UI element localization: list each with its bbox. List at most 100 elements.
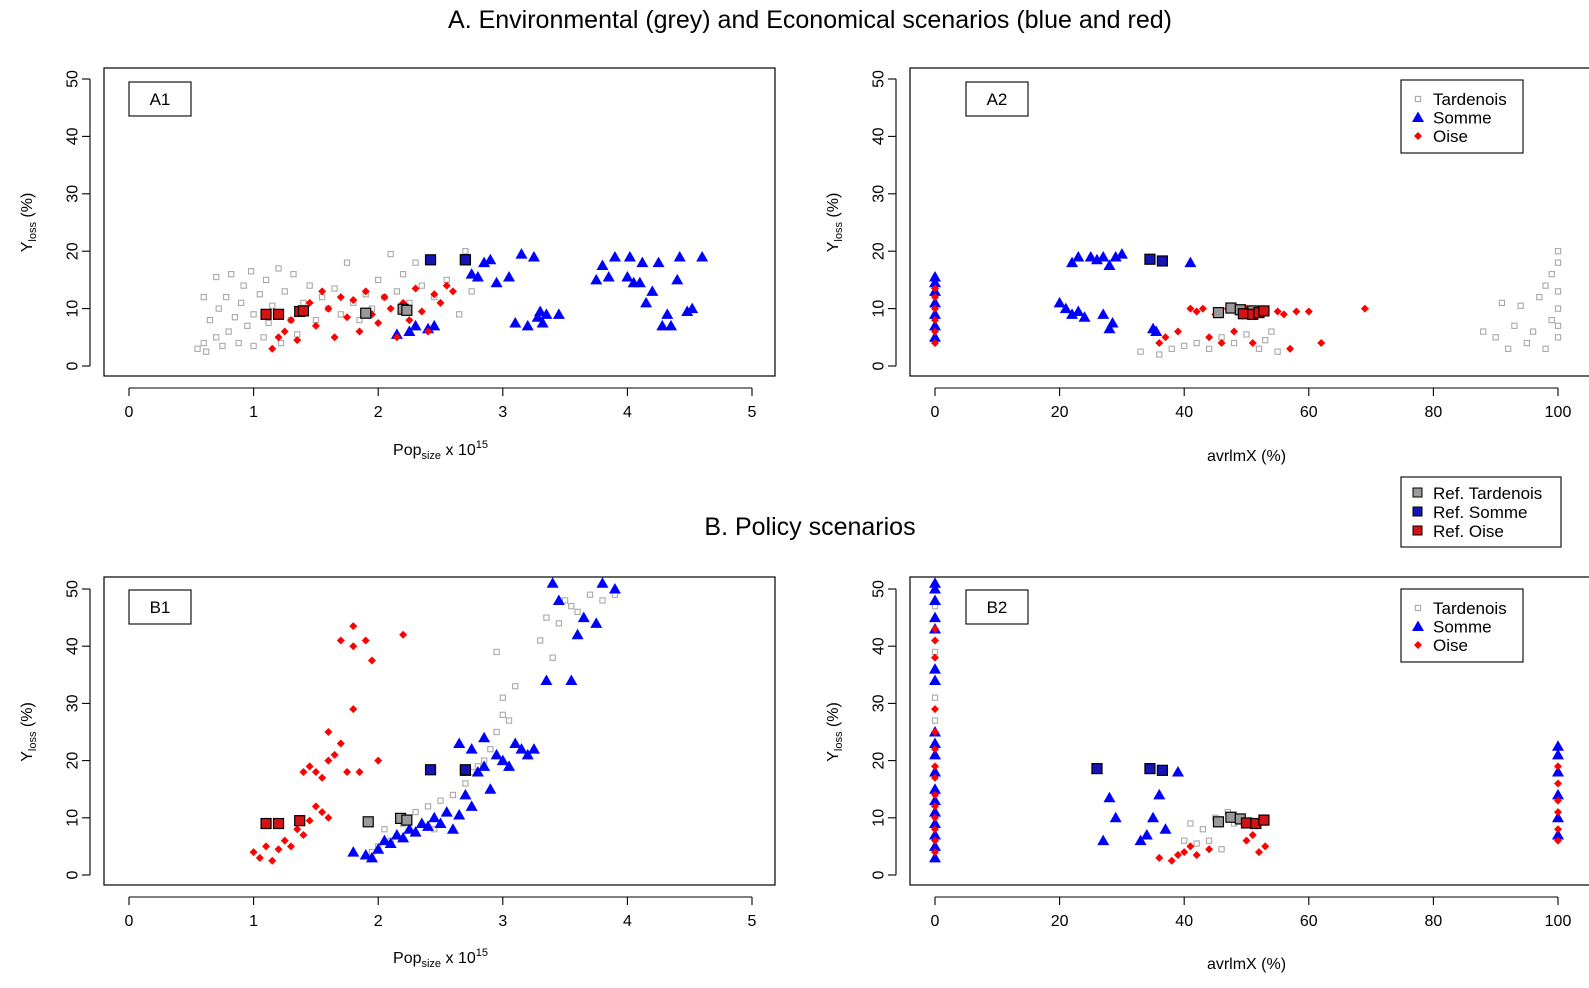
point-oise: [1180, 848, 1189, 857]
y-tick-label: 20: [65, 752, 82, 770]
point-ref-oise: [272, 308, 285, 320]
point-oise: [1360, 304, 1369, 313]
point-tardenois: [1536, 293, 1543, 301]
x-tick-label: 0: [125, 913, 134, 930]
x-tick-label: 60: [1300, 404, 1318, 421]
point-tardenois: [244, 322, 251, 329]
point-tardenois: [437, 797, 444, 804]
point-tardenois: [543, 614, 550, 621]
point-ref-oise: [1240, 817, 1253, 829]
point-tardenois: [1542, 345, 1549, 352]
x-tick-label: 80: [1425, 404, 1443, 421]
point-oise: [436, 298, 445, 307]
point-somme: [540, 308, 553, 319]
y-tick-label: 0: [871, 361, 888, 370]
point-somme: [929, 663, 941, 674]
point-tardenois: [213, 334, 220, 341]
point-somme: [534, 305, 547, 316]
point-oise: [1173, 850, 1182, 859]
point-somme: [623, 250, 636, 262]
point-somme: [531, 311, 544, 322]
point-tardenois: [412, 808, 419, 816]
point-tardenois: [418, 282, 425, 289]
point-oise: [324, 756, 333, 765]
point-oise: [1254, 848, 1263, 857]
point-oise: [931, 304, 939, 313]
point-somme: [515, 743, 528, 754]
point-tardenois: [555, 620, 563, 627]
point-oise: [448, 287, 457, 296]
point-somme: [478, 760, 491, 771]
point-tardenois: [1199, 826, 1207, 833]
y-tick-label: 10: [871, 809, 888, 827]
point-oise: [274, 845, 283, 854]
point-somme: [403, 823, 416, 834]
point-somme: [503, 271, 516, 282]
point-tardenois: [228, 271, 235, 278]
y-tick-label: 10: [65, 809, 82, 827]
point-ref-oise: [1258, 814, 1270, 826]
point-tardenois: [206, 316, 214, 324]
point-tardenois: [265, 319, 272, 327]
panel-label: B2: [987, 598, 1008, 617]
point-somme: [621, 271, 634, 282]
legend-marker: [1412, 620, 1424, 631]
point-somme: [384, 837, 397, 849]
point-somme: [503, 760, 516, 771]
point-ref-oise: [272, 817, 285, 830]
panel-label-box: [965, 81, 1029, 117]
point-tardenois: [1554, 305, 1562, 312]
point-tardenois: [200, 293, 207, 301]
legend-marker: [1414, 641, 1422, 649]
legend-marker: [1414, 604, 1422, 612]
x-tick-label: 4: [623, 913, 632, 930]
point-oise: [349, 295, 358, 304]
x-tick-label: 100: [1545, 913, 1572, 930]
point-ref-tardenois: [1225, 811, 1237, 823]
point-oise: [1248, 339, 1257, 348]
point-tardenois: [1523, 339, 1530, 347]
point-oise: [311, 321, 320, 330]
point-tardenois: [1554, 334, 1562, 341]
y-tick-label: 40: [871, 127, 888, 145]
point-oise: [286, 842, 295, 851]
point-oise: [343, 768, 352, 777]
point-tardenois: [1274, 348, 1281, 355]
x-tick-label: 3: [498, 913, 507, 930]
point-oise: [1198, 304, 1207, 313]
point-ref-somme: [424, 254, 437, 266]
data-points: [194, 248, 709, 355]
point-oise: [931, 836, 939, 845]
data-points: [929, 577, 1564, 865]
point-oise: [1217, 339, 1226, 348]
plot-frame: [103, 576, 776, 886]
point-tardenois: [505, 717, 513, 724]
point-oise: [374, 318, 383, 327]
point-oise: [1155, 853, 1164, 862]
section-a-title: A. Environmental (grey) and Economical s…: [448, 6, 1172, 34]
point-somme: [490, 748, 503, 760]
point-oise: [361, 636, 370, 645]
x-tick-label: 0: [125, 404, 134, 421]
point-oise: [324, 813, 333, 822]
point-tardenois: [1137, 348, 1144, 355]
point-somme: [1171, 766, 1184, 777]
point-tardenois: [240, 282, 247, 289]
point-oise: [405, 316, 414, 325]
legend-box: [1400, 476, 1562, 548]
point-somme: [459, 788, 472, 800]
point-tardenois: [1193, 840, 1200, 847]
point-tardenois: [194, 345, 201, 352]
point-oise: [931, 316, 939, 325]
point-oise: [1173, 327, 1182, 336]
point-tardenois: [375, 276, 382, 284]
point-ref-somme: [1156, 764, 1168, 776]
point-tardenois: [1511, 322, 1518, 329]
point-oise: [367, 656, 376, 665]
y-tick-label: 30: [65, 694, 82, 712]
point-tardenois: [574, 608, 581, 616]
point-oise: [1273, 307, 1282, 316]
point-tardenois: [269, 302, 276, 309]
